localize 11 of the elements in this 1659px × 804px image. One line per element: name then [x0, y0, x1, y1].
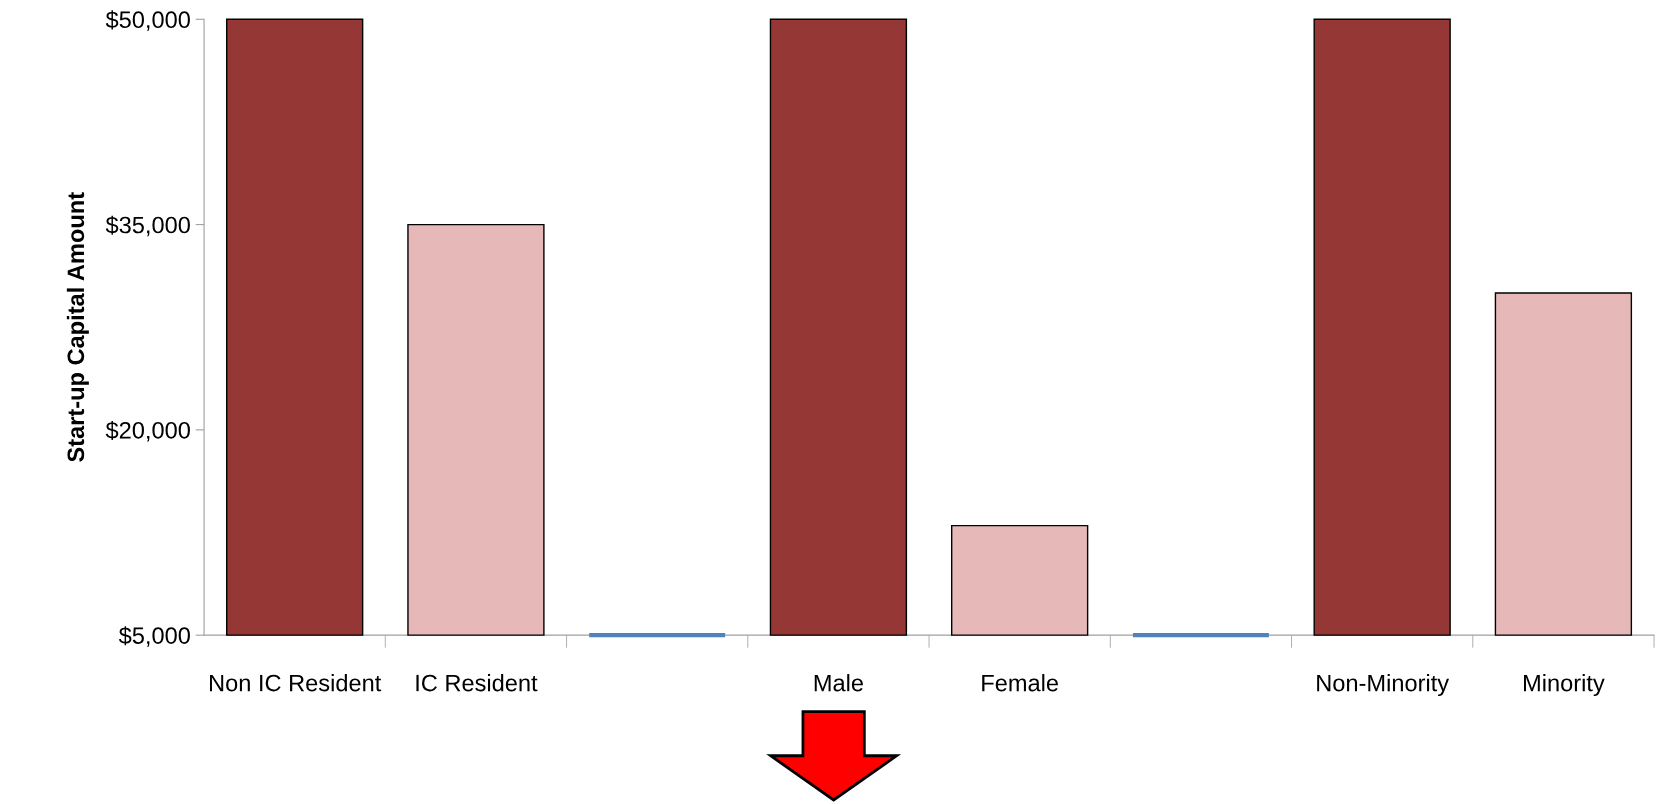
x-tick-label: Minority	[1524, 674, 1605, 697]
y-axis-title: Start-up Capital Amount	[66, 192, 89, 462]
x-tick-label: Non IC Resident	[210, 674, 382, 692]
x-tick-label: IC Resident	[416, 674, 538, 692]
y-tick-label: $50,000	[105, 10, 190, 31]
y-tick-label: $5,000	[118, 626, 190, 647]
x-tick-label: Non-Minority	[1317, 674, 1450, 697]
y-tick-label: $20,000	[105, 420, 190, 442]
x-tick-label: Male	[814, 674, 863, 692]
y-tick-label: $35,000	[105, 215, 190, 237]
x-tick-label: Female	[982, 674, 1058, 692]
